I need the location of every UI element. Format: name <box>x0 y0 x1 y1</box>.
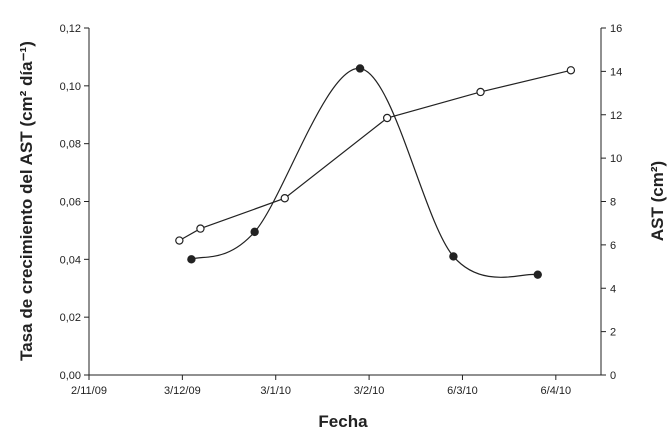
series-1-line <box>191 67 538 278</box>
y-left-tick-label: 0,02 <box>60 312 81 324</box>
y-right-tick-label: 2 <box>610 327 616 339</box>
y-right-tick-label: 4 <box>610 283 616 295</box>
x-tick-label: 3/12/09 <box>164 385 201 397</box>
x-tick-label: 3/2/10 <box>354 385 385 397</box>
series-1-point <box>449 252 458 261</box>
series-1-point <box>250 227 259 237</box>
y-left-tick-label: 0,06 <box>60 197 81 209</box>
series-2-point <box>175 236 184 245</box>
x-tick-label: 6/3/10 <box>447 385 478 397</box>
series-2-point <box>196 224 205 233</box>
series-2-line <box>179 69 572 242</box>
y-left-tick-label: 0,00 <box>60 370 81 382</box>
x-tick-label: 6/4/10 <box>541 385 572 397</box>
series-2-point <box>476 87 485 97</box>
y-left-tick-label: 0,08 <box>60 139 81 151</box>
y-left-tick-label: 0,12 <box>60 23 81 35</box>
y-left-tick-label: 0,10 <box>60 81 81 93</box>
series-2-point <box>566 66 576 75</box>
x-axis-title: Fecha <box>318 412 368 431</box>
y-left-tick-label: 0,04 <box>60 254 81 266</box>
axes: 0,00 0,02 0,04 0,06 0,08 0,10 0,12 0 2 4 6 8 10 12 14 1… <box>60 23 623 397</box>
y-left-axis-title: Tasa de crecimiento del AST (cm² día⁻¹) <box>17 41 36 361</box>
y-right-tick-label: 10 <box>610 153 622 165</box>
y-right-tick-label: 12 <box>610 110 622 122</box>
y-right-tick-label: 16 <box>610 23 622 35</box>
series-1-point <box>355 64 365 73</box>
y-right-tick-label: 8 <box>610 197 616 209</box>
x-tick-label: 3/1/10 <box>260 385 291 397</box>
y-right-axis-title: AST (cm²) <box>648 161 667 241</box>
y-right-tick-label: 14 <box>610 66 622 78</box>
series-1-point <box>533 270 542 279</box>
y-right-tick-label: 0 <box>610 370 616 382</box>
series-layer <box>175 64 576 279</box>
series-2-point <box>280 194 289 203</box>
series-2-point <box>382 113 392 123</box>
series-1-point <box>187 255 196 264</box>
x-tick-label: 2/11/09 <box>71 385 107 397</box>
y-right-tick-label: 6 <box>610 240 616 252</box>
